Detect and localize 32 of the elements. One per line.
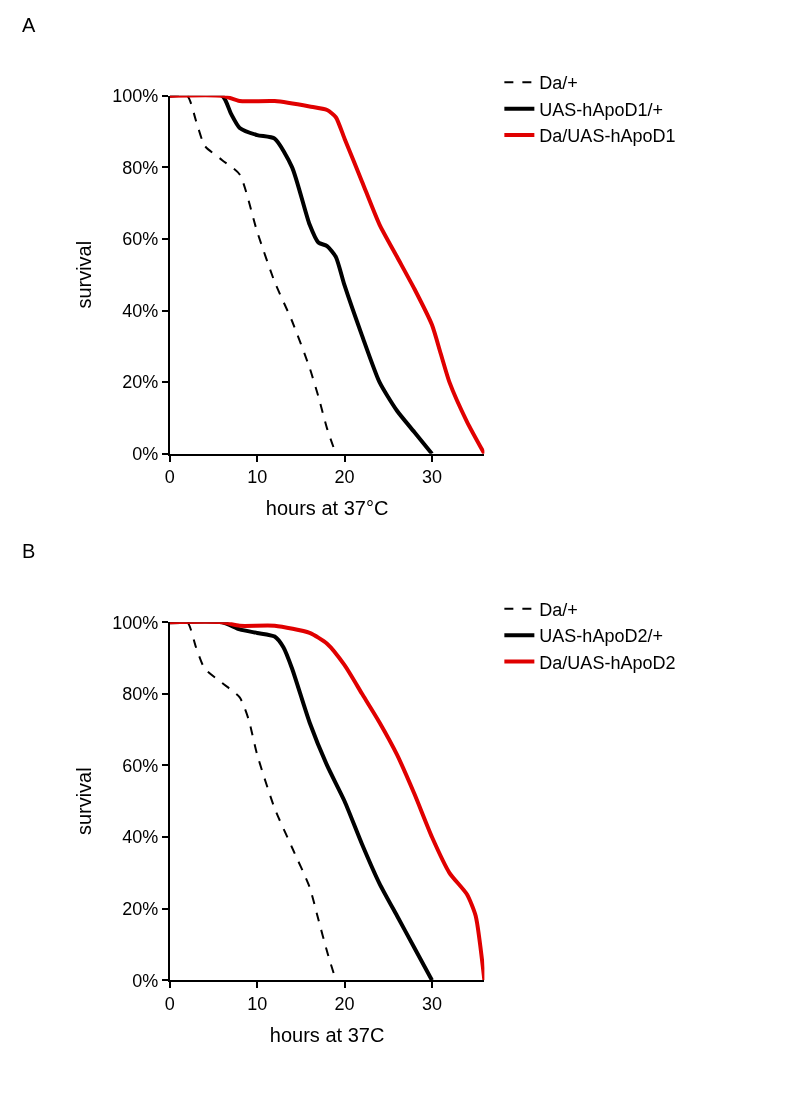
y-tick-label: 40% [122,827,159,848]
y-tick-label: 0% [132,444,159,465]
x-tick-label: 20 [334,993,355,1014]
y-tick-label: 60% [122,229,159,250]
x-tick-label: 10 [247,467,268,488]
legend-label: Da/UAS-hApoD1 [539,126,676,147]
y-tick-label: 100% [112,86,159,107]
legend-label: Da/UAS-hApoD2 [539,652,676,673]
y-tick-label: 20% [122,372,159,393]
legend-label: UAS-hApoD1/+ [539,99,663,120]
y-tick-label: 0% [132,970,159,991]
legend-label: Da/+ [539,599,578,620]
chart-title: A [22,14,36,36]
x-tick-label: 0 [164,467,175,488]
x-tick-label: 10 [247,993,268,1014]
x-tick-label: 30 [421,993,442,1014]
x-tick-label: 20 [334,467,355,488]
y-tick-label: 80% [122,157,159,178]
x-axis-title: hours at 37C [269,1023,385,1046]
legend-label: Da/+ [539,73,578,94]
chart-title: B [22,540,36,562]
y-tick-label: 20% [122,898,159,919]
y-tick-label: 60% [122,755,159,776]
x-tick-label: 30 [421,467,442,488]
x-axis-title: hours at 37°C [265,497,389,520]
legend-label: UAS-hApoD2/+ [539,626,663,647]
y-axis-title: survival [73,240,96,309]
y-tick-label: 80% [122,684,159,705]
y-axis-title: survival [73,767,96,836]
y-tick-label: 40% [122,300,159,321]
y-tick-label: 100% [112,612,159,633]
x-tick-label: 0 [164,993,175,1014]
